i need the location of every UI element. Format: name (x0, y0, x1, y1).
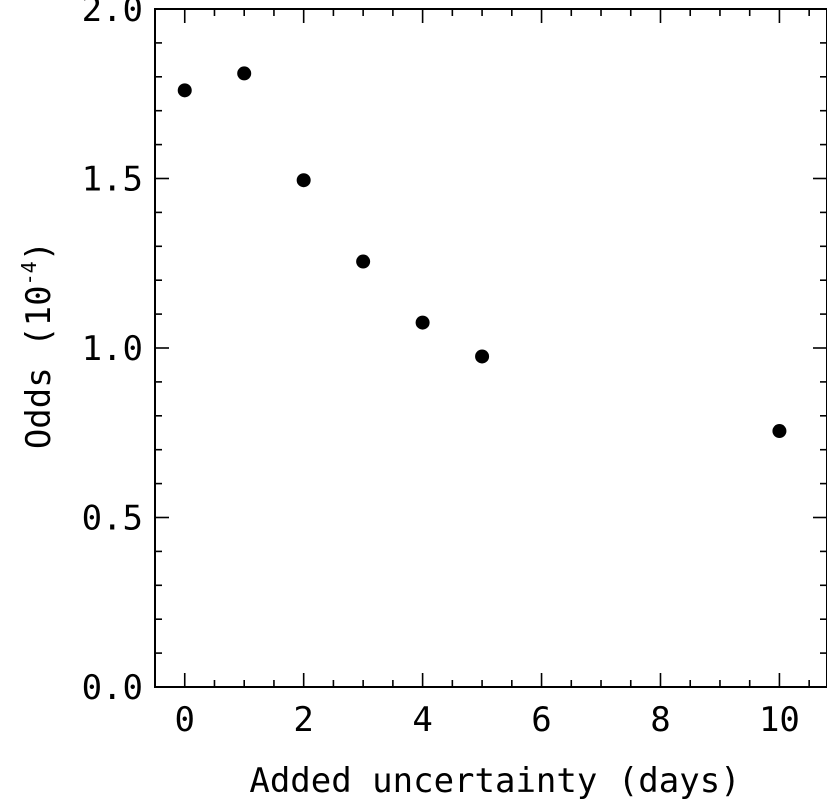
data-point (177, 83, 192, 98)
data-point (356, 254, 371, 269)
data-point (237, 66, 252, 81)
x-tick-label: 2 (293, 700, 313, 740)
x-tick-label: 8 (650, 700, 670, 740)
y-tick-label: 0.0 (82, 668, 143, 708)
data-point (475, 349, 490, 364)
y-axis-title-exponent: -4 (17, 261, 41, 285)
x-axis-title: Added uncertainty (days) (249, 761, 740, 801)
ticks-layer (155, 8, 827, 688)
data-points-layer (177, 66, 787, 439)
x-tick-label: 4 (412, 700, 432, 740)
y-axis-title-main: Odds (10 (19, 285, 59, 449)
x-tick-label: 0 (174, 700, 194, 740)
y-axis-title-close: ) (19, 241, 59, 261)
data-point (772, 424, 787, 439)
data-point (415, 315, 430, 330)
y-tick-label: 0.5 (82, 499, 143, 539)
tick-labels-layer: 0 2 4 6 8 10 0.0 0.5 1.0 1.5 2.0 (82, 0, 800, 740)
x-tick-label: 10 (759, 700, 800, 740)
x-tick-label: 6 (531, 700, 551, 740)
plot-frame (154, 8, 827, 688)
y-tick-label: 1.5 (82, 160, 143, 200)
y-tick-label: 1.0 (82, 329, 143, 369)
y-axis-title: Odds (10-4) (17, 241, 59, 449)
data-point (296, 173, 311, 188)
y-tick-label: 2.0 (82, 0, 143, 30)
